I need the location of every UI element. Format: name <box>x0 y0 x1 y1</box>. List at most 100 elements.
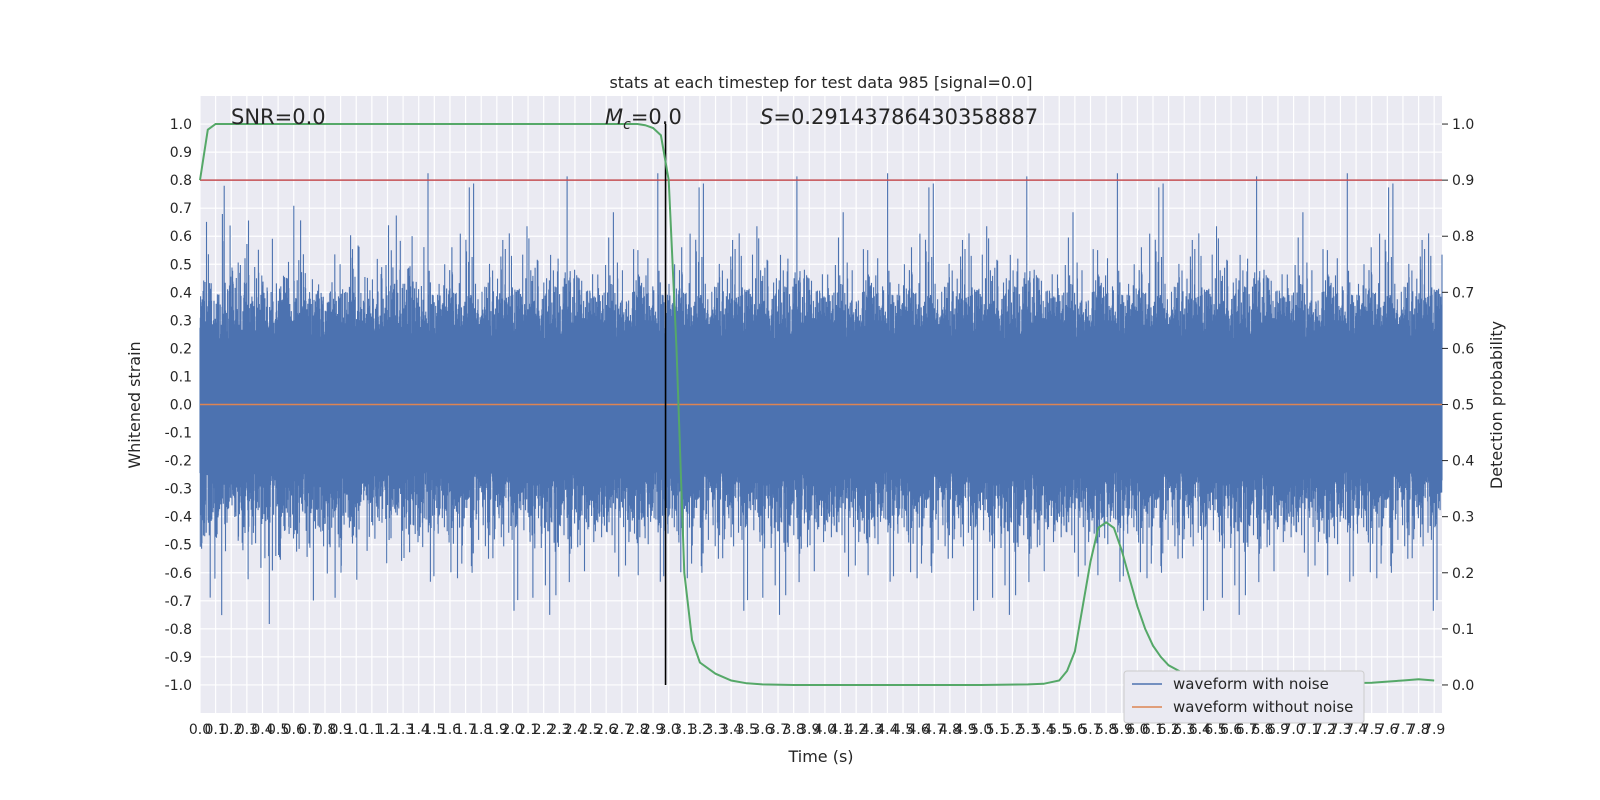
x-tick-label: 4.1 <box>829 722 851 738</box>
y-tick-label: 0.1 <box>170 369 192 385</box>
x-tick-label: 0.0 <box>189 722 211 738</box>
y-tick-label: -0.7 <box>165 594 192 610</box>
x-tick-label: 5.6 <box>1064 722 1086 738</box>
x-tick-label: 2.0 <box>501 722 523 738</box>
x-tick-label: 5.8 <box>1095 722 1117 738</box>
y-right-tick-label: 0.3 <box>1452 510 1474 526</box>
y-tick-label: -0.6 <box>165 566 192 582</box>
x-tick-label: 6.2 <box>1157 722 1179 738</box>
y-tick-label: -0.9 <box>165 650 192 666</box>
y-tick-label: 0.2 <box>170 341 192 357</box>
legend-label-clean: waveform without noise <box>1173 698 1353 716</box>
x-tick-label: 0.6 <box>283 722 305 738</box>
x-tick-label: 2.4 <box>564 722 586 738</box>
y-tick-labels: 1.0 0.9 0.8 0.7 0.6 0.5 0.4 0.3 0.2 0.1 0.0 -0.1 -0.… <box>165 117 192 694</box>
y-right-tick-label: 0.4 <box>1452 454 1474 470</box>
x-tick-label: 5.5 <box>1048 722 1070 738</box>
y-tick-label: -0.2 <box>165 454 192 470</box>
y-tick-label: 0.4 <box>170 285 192 301</box>
y-right-tick-label: 0.6 <box>1452 341 1474 357</box>
x-tick-label: 3.2 <box>689 722 711 738</box>
x-tick-label: 4.9 <box>954 722 976 738</box>
y-right-tick-label: 0.9 <box>1452 173 1474 189</box>
x-tick-label: 6.6 <box>1220 722 1242 738</box>
x-tick-label: 3.0 <box>658 722 680 738</box>
x-tick-label: 6.7 <box>1236 722 1258 738</box>
chirp-mass-annotation: Mc=0.0 <box>605 105 682 133</box>
x-tick-label: 7.3 <box>1329 722 1351 738</box>
x-tick-label: 1.3 <box>392 722 414 738</box>
y-tick-label: 0.0 <box>170 398 192 414</box>
y-tick-label: 0.9 <box>170 145 192 161</box>
y-tick-label: -0.1 <box>165 426 192 442</box>
x-tick-label: 3.1 <box>673 722 695 738</box>
x-tick-label: 5.7 <box>1079 722 1101 738</box>
x-tick-label: 0.5 <box>267 722 289 738</box>
y-right-tick-label: 0.8 <box>1452 229 1474 245</box>
x-tick-label: 4.3 <box>861 722 883 738</box>
legend: waveform with noise waveform without noi… <box>1123 670 1365 724</box>
x-tick-labels: 0.00.10.20.30.40.50.60.70.80.91.01.11.21… <box>189 722 1445 738</box>
x-tick-label: 2.9 <box>642 722 664 738</box>
y-right-axis-label: Detection probability <box>1487 321 1506 489</box>
legend-label-noise: waveform with noise <box>1173 675 1329 693</box>
x-tick-label: 4.2 <box>845 722 867 738</box>
y-tick-label: 0.3 <box>170 313 192 329</box>
y-right-tick-label: 0.7 <box>1452 285 1474 301</box>
y-axis-label: Whitened strain <box>125 341 144 468</box>
x-tick-label: 6.1 <box>1142 722 1164 738</box>
y-right-tick-label: 0.1 <box>1452 622 1474 638</box>
y-right-tick-label: 0.2 <box>1452 566 1474 582</box>
x-tick-label: 2.7 <box>611 722 633 738</box>
x-tick-label: 7.2 <box>1314 722 1336 738</box>
x-tick-label: 6.9 <box>1267 722 1289 738</box>
x-tick-label: 3.6 <box>751 722 773 738</box>
x-tick-label: 1.1 <box>361 722 383 738</box>
y-tick-label: 0.7 <box>170 201 192 217</box>
x-tick-label: 5.2 <box>1001 722 1023 738</box>
x-tick-label: 3.3 <box>704 722 726 738</box>
x-tick-label: 1.2 <box>376 722 398 738</box>
y-tick-label: -0.4 <box>165 510 192 526</box>
x-tick-label: 1.7 <box>454 722 476 738</box>
x-tick-label: 2.8 <box>626 722 648 738</box>
x-tick-label: 1.8 <box>470 722 492 738</box>
x-tick-label: 0.4 <box>251 722 273 738</box>
x-tick-label: 5.1 <box>986 722 1008 738</box>
x-tick-label: 0.8 <box>314 722 336 738</box>
x-tick-label: 1.4 <box>408 722 430 738</box>
legend-box <box>1123 670 1365 724</box>
x-tick-label: 1.9 <box>486 722 508 738</box>
x-tick-label: 3.9 <box>798 722 820 738</box>
x-tick-label: 5.0 <box>970 722 992 738</box>
x-tick-label: 4.6 <box>908 722 930 738</box>
x-tick-label: 6.4 <box>1189 722 1211 738</box>
y-tick-label: -0.8 <box>165 622 192 638</box>
x-tick-label: 4.8 <box>939 722 961 738</box>
x-tick-label: 3.4 <box>720 722 742 738</box>
x-tick-label: 3.7 <box>767 722 789 738</box>
y-right-tick-label: 1.0 <box>1452 117 1474 133</box>
x-tick-label: 1.5 <box>423 722 445 738</box>
x-tick-label: 0.3 <box>236 722 258 738</box>
chart-title: stats at each timestep for test data 985… <box>609 73 1032 92</box>
y-tick-label: 0.5 <box>170 257 192 273</box>
x-tick-label: 5.4 <box>1032 722 1054 738</box>
x-tick-label: 2.6 <box>595 722 617 738</box>
x-tick-label: 6.8 <box>1251 722 1273 738</box>
x-tick-label: 4.7 <box>923 722 945 738</box>
x-tick-label: 2.5 <box>579 722 601 738</box>
y-right-tick-label: 0.0 <box>1452 678 1474 694</box>
x-axis-label: Time (s) <box>787 747 853 766</box>
snr-annotation: SNR=0.0 <box>231 105 326 129</box>
x-tick-label: 1.6 <box>439 722 461 738</box>
y-tick-label: -1.0 <box>165 678 192 694</box>
x-tick-label: 4.0 <box>814 722 836 738</box>
s-annotation: S=0.29143786430358887 <box>760 105 1038 129</box>
x-tick-label: 7.0 <box>1282 722 1304 738</box>
y-tick-label: -0.5 <box>165 538 192 554</box>
y-right-tick-label: 0.5 <box>1452 398 1474 414</box>
x-tick-label: 4.5 <box>892 722 914 738</box>
x-tick-label: 4.4 <box>876 722 898 738</box>
